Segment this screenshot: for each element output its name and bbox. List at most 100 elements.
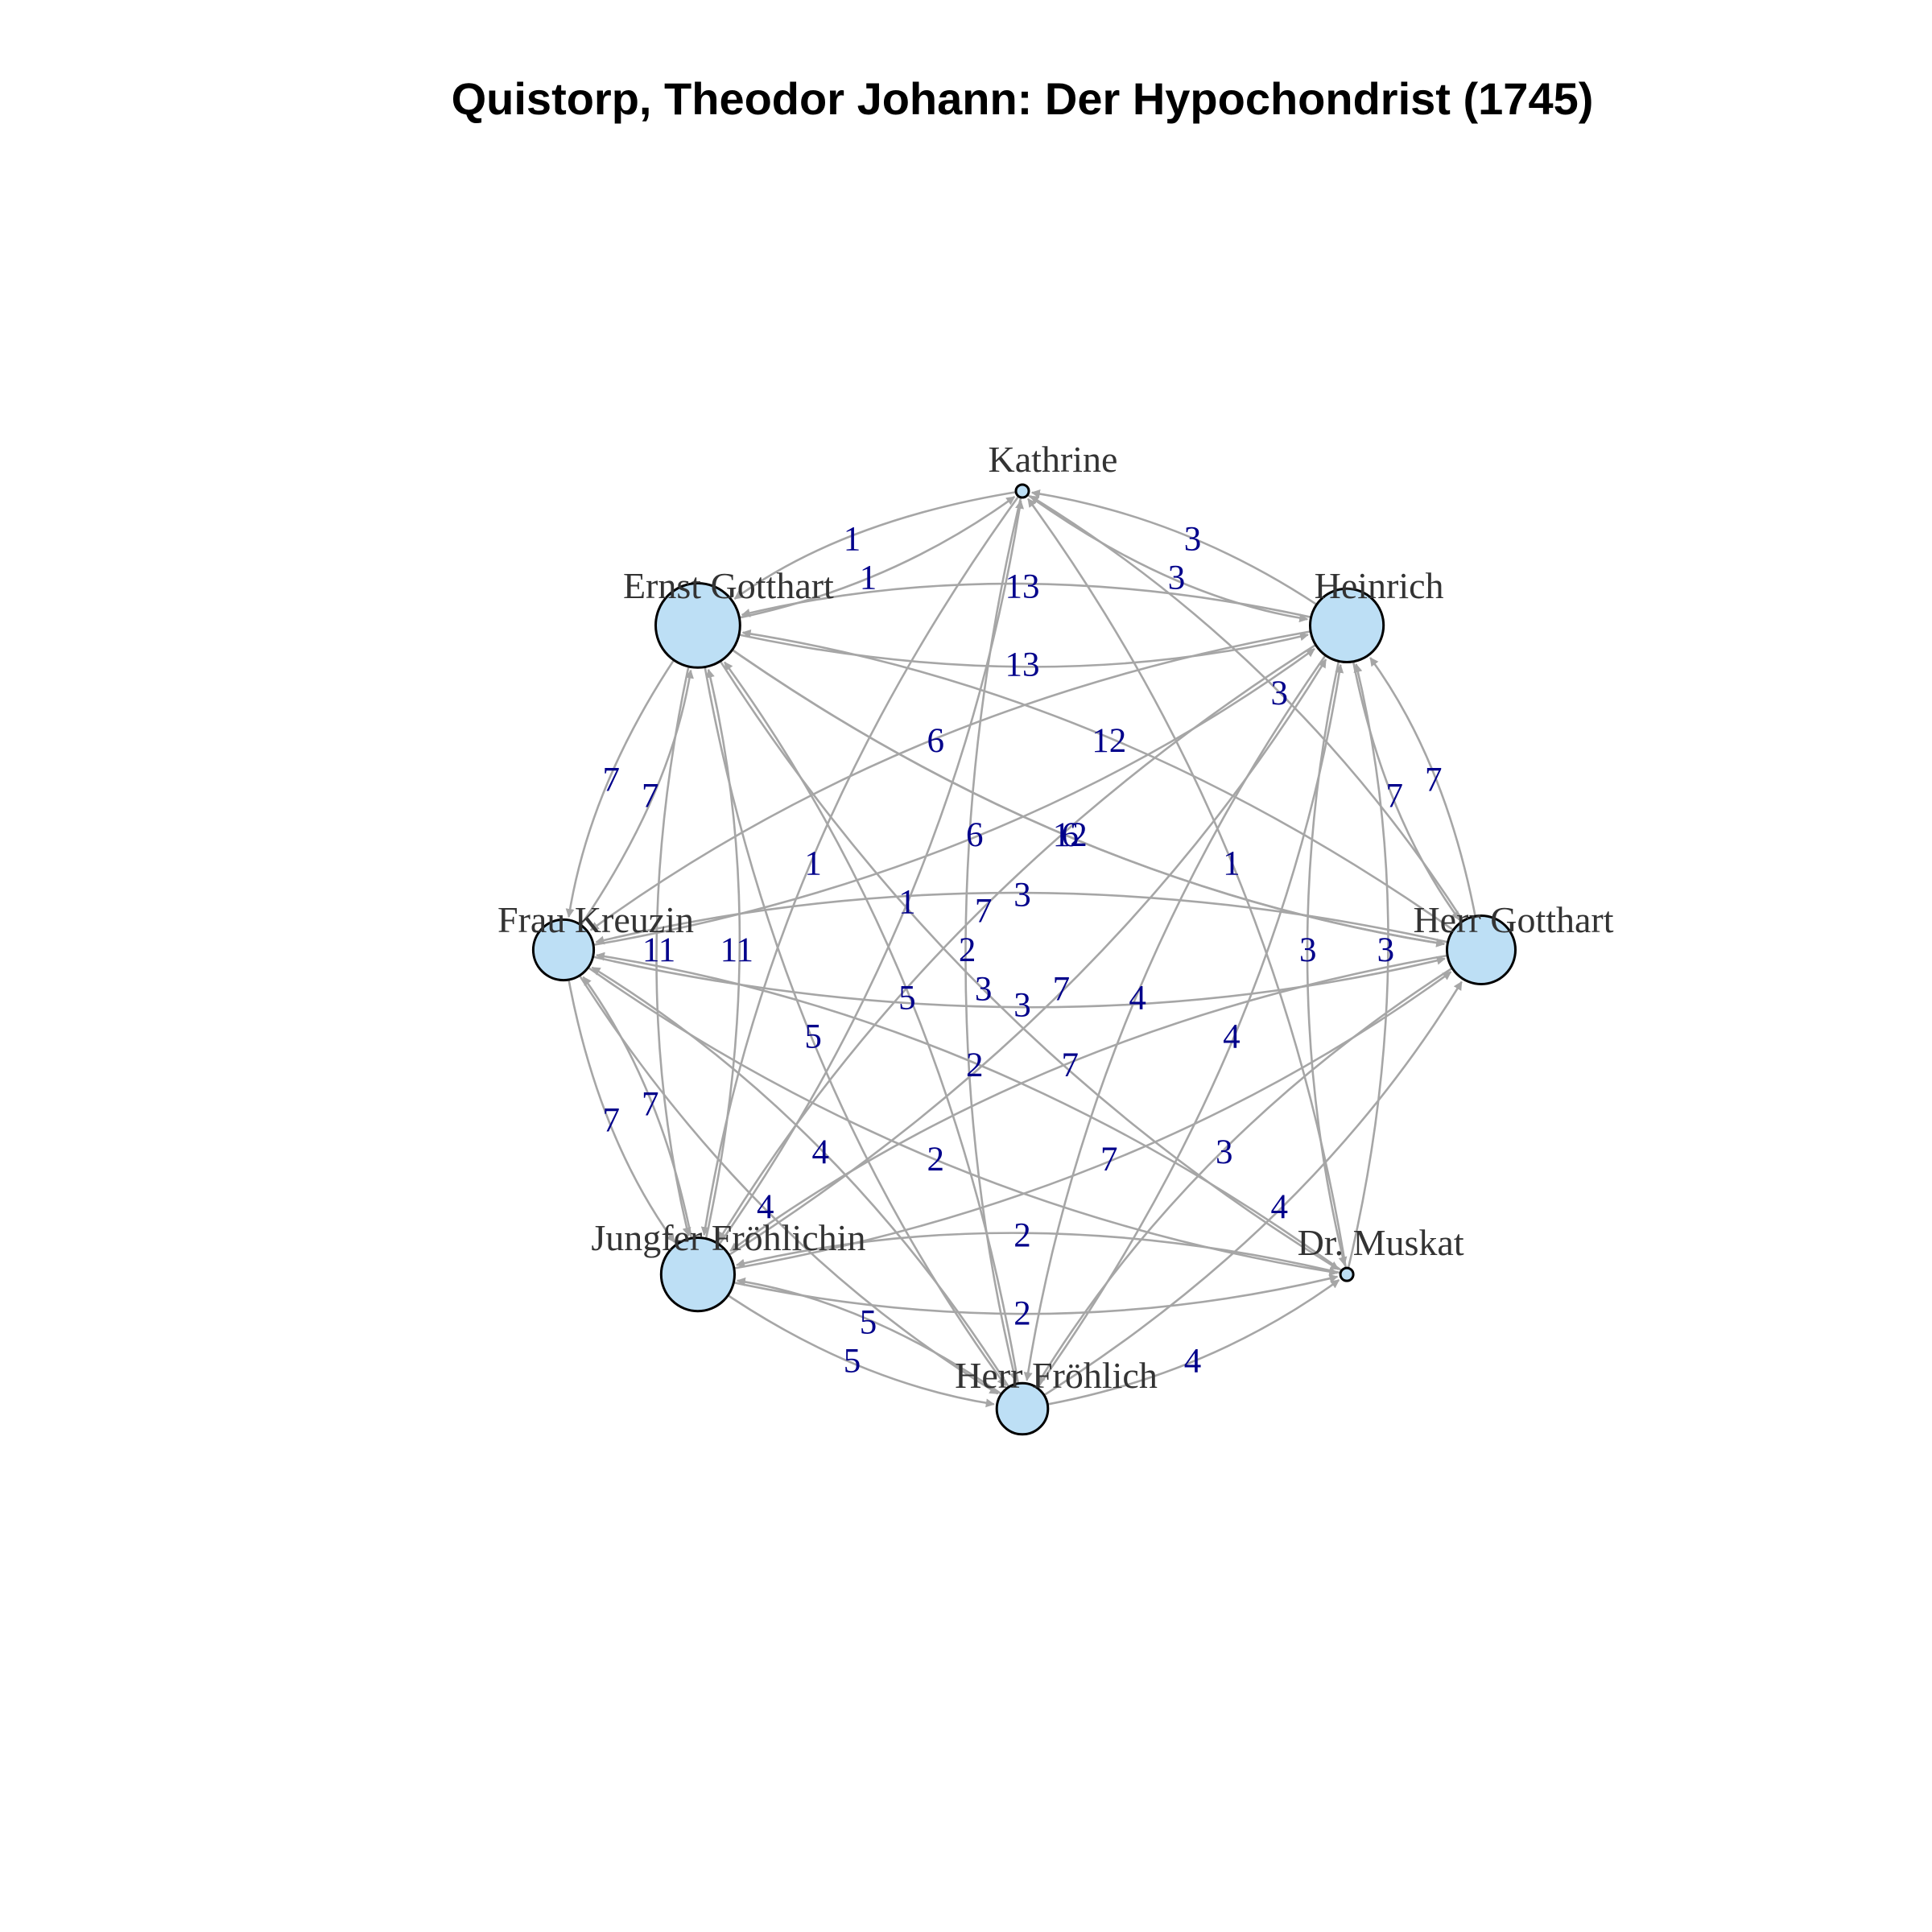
edge-label-heinrich-to-jungfer: 7 — [975, 893, 993, 931]
node-label-froehlich: Herr Fröhlich — [955, 1355, 1158, 1396]
edge-label-herrg-to-jungfer: 7 — [1062, 1046, 1080, 1084]
node-label-kathrine: Kathrine — [989, 439, 1118, 480]
edges-layer — [562, 489, 1483, 1410]
node-froehlich — [995, 1381, 1050, 1436]
node-label-herrg: Herr Gotthart — [1413, 899, 1613, 940]
node-herrg — [1446, 914, 1517, 985]
edge-muskat-to-kreuzin — [596, 952, 1348, 1276]
edge-froehlich-to-ernst — [724, 661, 1024, 1410]
edge-ernst-to-herrg — [697, 624, 1446, 947]
edge-label-heinrich-to-muskat: 3 — [1299, 931, 1317, 969]
edge-herrg-to-heinrich — [1369, 657, 1483, 951]
edge-label-muskat-to-kreuzin: 2 — [966, 1046, 984, 1084]
edge-herrg-to-kreuzin — [595, 891, 1482, 952]
edge-label-kathrine-to-froehlich: 2 — [959, 931, 976, 969]
node-muskat — [1339, 1266, 1355, 1282]
edge-label-kathrine-to-ernst: 1 — [844, 520, 861, 558]
edge-label-jungfer-to-muskat: 2 — [1013, 1294, 1031, 1332]
edge-label-ernst-to-heinrich: 13 — [1005, 646, 1040, 683]
edge-ernst-to-kathrine — [697, 496, 1016, 627]
node-jungfer — [659, 1236, 737, 1313]
edge-kathrine-to-froehlich — [964, 490, 1024, 1382]
edge-label-jungfer-to-herrg: 7 — [1100, 1141, 1118, 1179]
edge-label-heinrich-to-kreuzin: 6 — [927, 722, 945, 760]
edge-label-herrg-to-heinrich: 7 — [1425, 762, 1443, 799]
edge-label-froehlich-to-ernst: 5 — [898, 979, 916, 1017]
edge-heinrich-to-ernst — [741, 582, 1348, 627]
edge-label-kreuzin-to-jungfer: 7 — [603, 1102, 621, 1140]
edge-label-muskat-to-kathrine: 1 — [1223, 844, 1241, 882]
node-label-muskat: Dr. Muskat — [1298, 1222, 1464, 1263]
edge-label-kreuzin-to-muskat: 2 — [927, 1141, 945, 1179]
node-label-ernst: Ernst Gotthart — [623, 565, 834, 606]
edge-label-muskat-to-jungfer: 2 — [1013, 1217, 1031, 1255]
edge-label-ernst-to-muskat: 3 — [975, 970, 993, 1008]
edge-label-herrg-to-kreuzin: 3 — [1013, 877, 1031, 914]
edge-heinrich-to-muskat — [1306, 625, 1348, 1266]
edge-muskat-to-heinrich — [1345, 663, 1389, 1275]
node-label-heinrich: Heinrich — [1315, 565, 1444, 606]
edge-froehlich-to-herrg — [1022, 980, 1463, 1410]
edge-label-ernst-to-froehlich: 5 — [804, 1018, 822, 1056]
edge-ernst-to-jungfer — [655, 625, 700, 1236]
edge-jungfer-to-kreuzin — [582, 976, 700, 1275]
node-ernst — [654, 582, 741, 669]
edge-label-kreuzin-to-ernst: 7 — [642, 778, 659, 815]
edge-ernst-to-muskat — [696, 625, 1340, 1270]
node-label-kreuzin: Frau Kreuzin — [497, 899, 694, 940]
edge-label-heinrich-to-kathrine: 3 — [1184, 520, 1202, 558]
edge-jungfer-to-froehlich — [697, 1274, 995, 1408]
edge-heinrich-to-kreuzin — [589, 624, 1348, 931]
edge-label-ernst-to-kathrine: 1 — [860, 559, 877, 597]
edge-ernst-to-herrg — [697, 624, 1446, 947]
edge-label-froehlich-to-herrg: 4 — [1270, 1188, 1288, 1226]
edge-froehlich-to-jungfer — [736, 1277, 1023, 1410]
node-labels-layer: Kathrine Ernst Gotthart Heinrich Frau Kreuz… — [497, 439, 1614, 1396]
edge-label-kreuzin-to-heinrich: 6 — [966, 816, 984, 854]
edge-herrg-to-ernst — [741, 629, 1482, 952]
edge-jungfer-to-heinrich — [697, 658, 1327, 1276]
edge-label-kreuzin-to-herrg: 3 — [1013, 986, 1031, 1024]
edge-label-kathrine-to-jungfer: 1 — [804, 844, 822, 882]
edge-kreuzin-to-herrg — [563, 948, 1446, 1009]
node-kathrine — [1014, 483, 1030, 499]
node-label-jungfer: Jungfer Fröhlichin — [591, 1217, 865, 1258]
edge-jungfer-to-muskat — [697, 1273, 1339, 1315]
edge-label-froehlich-to-heinrich: 4 — [1223, 1018, 1241, 1056]
edge-label-herrg-to-kathrine: 3 — [1270, 675, 1288, 712]
edge-herrg-to-jungfer — [729, 948, 1482, 1252]
edge-froehlich-to-muskat — [1022, 1279, 1340, 1410]
edge-label-muskat-to-heinrich: 3 — [1377, 931, 1395, 969]
edge-label-kathrine-to-heinrich: 3 — [1168, 559, 1186, 597]
edge-kreuzin-to-froehlich — [562, 949, 999, 1395]
edge-label-ernst-to-herrg: 12 — [1053, 816, 1088, 854]
edge-label-ernst-to-kreuzin: 7 — [603, 762, 621, 799]
edge-label-ernst-to-jungfer: 11 — [642, 931, 675, 969]
edge-label-froehlich-to-kreuzin: 4 — [811, 1133, 829, 1171]
edge-jungfer-to-ernst — [696, 668, 741, 1275]
node-heinrich — [1309, 587, 1385, 664]
edge-kathrine-to-heinrich — [1022, 489, 1309, 623]
graph-title: Quistorp, Theodor Johann: Der Hypochondr… — [452, 73, 1594, 124]
edge-label-heinrich-to-herrg: 7 — [1386, 778, 1404, 815]
edge-label-heinrich-to-froehlich: 4 — [1129, 979, 1146, 1017]
edge-herrg-to-kathrine — [1030, 495, 1483, 951]
edge-label-herrg-to-froehlich: 3 — [1216, 1133, 1233, 1171]
edge-kreuzin-to-ernst — [562, 669, 694, 951]
edge-muskat-to-jungfer — [736, 1232, 1348, 1276]
edge-kathrine-to-ernst — [733, 489, 1023, 600]
edge-label-herrg-to-ernst: 12 — [1092, 722, 1126, 760]
edge-ernst-to-kreuzin — [565, 625, 699, 918]
edge-jungfer-to-kathrine — [696, 499, 1024, 1275]
edge-heinrich-to-kathrine — [1030, 489, 1348, 626]
edge-muskat-to-kathrine — [1027, 497, 1348, 1275]
edge-label-froehlich-to-jungfer: 5 — [860, 1303, 877, 1341]
edge-herrg-to-froehlich — [1036, 948, 1482, 1385]
edge-label-heinrich-to-ernst: 13 — [1005, 568, 1040, 606]
edge-heinrich-to-froehlich — [1023, 625, 1348, 1381]
edge-label-froehlich-to-muskat: 4 — [1184, 1343, 1202, 1381]
edge-label-jungfer-to-froehlich: 5 — [844, 1343, 861, 1381]
edge-kreuzin-to-jungfer — [562, 949, 675, 1243]
